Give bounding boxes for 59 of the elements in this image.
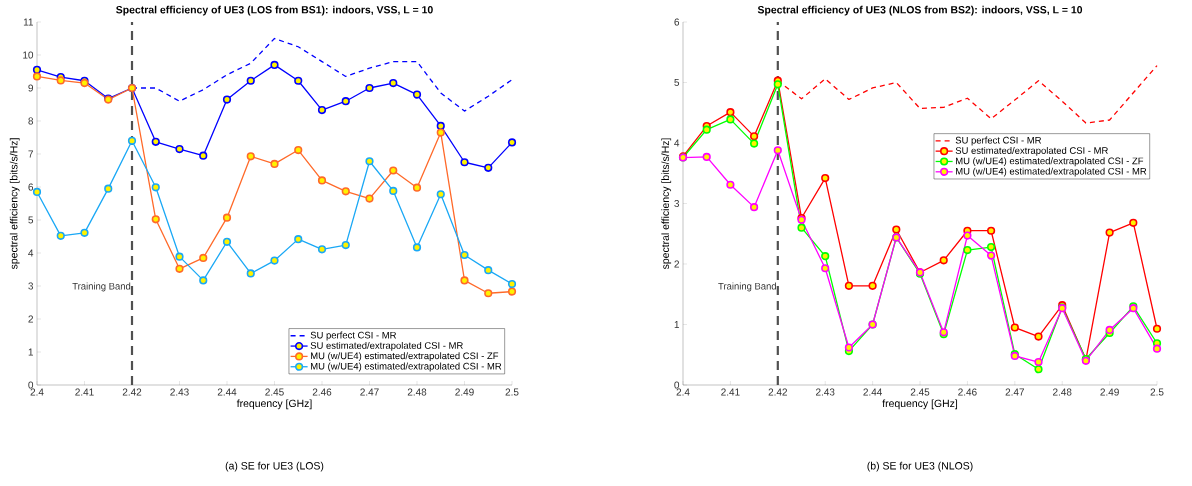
legend-label: SU estimated/extrapolated CSI - MR: [955, 146, 1108, 156]
y-tick-label: 6: [674, 18, 680, 26]
y-axis-title: spectral efficiency [bits/s/Hz]: [9, 138, 20, 270]
x-tick-label: 2.41: [721, 388, 740, 396]
x-tick-label: 2.5: [505, 388, 519, 396]
legend-label: MU (w/UE4) estimated/extrapolated CSI - ZF: [311, 352, 499, 362]
y-tick-label: 4: [28, 249, 34, 257]
y-tick-label: 2: [674, 260, 679, 268]
y-tick-label: 11: [23, 18, 33, 26]
x-tick-label: 2.45: [265, 388, 284, 396]
x-axis-title: frequency [GHz]: [882, 399, 958, 410]
y-tick-label: 3: [28, 282, 34, 290]
y-tick-label: 0: [28, 381, 34, 389]
y-tick-label: 6: [28, 183, 34, 191]
text: (b) SE for UE3 (NLOS): [867, 461, 973, 472]
y-tick-label: 7: [28, 150, 33, 158]
y-tick-label: 8: [28, 117, 34, 125]
y-tick-label: 0: [674, 381, 680, 389]
legend-label: MU (w/UE4) estimated/extrapolated CSI - MR: [311, 362, 502, 372]
y-tick-label: 5: [28, 216, 34, 224]
x-tick-label: 2.44: [217, 388, 237, 396]
chart-title: Spectral efficiency of UE3 (NLOS from BS2): indoors, VSS, L = 10: [757, 5, 1083, 16]
x-tick-label: 2.45: [910, 388, 930, 396]
legend-label: SU estimated/extrapolated CSI - MR: [310, 341, 463, 351]
x-tick-label: 2.43: [170, 388, 189, 396]
y-tick-label: 1: [28, 348, 33, 356]
x-axis-title: frequency [GHz]: [236, 399, 312, 410]
x-tick-label: 2.48: [407, 388, 427, 396]
x-tick-label: 2.4: [676, 388, 690, 396]
x-tick-label: 2.41: [75, 388, 94, 396]
chart-title: Spectral efficiency of UE3 (LOS from BS1): indoors, VSS, L = 10: [116, 5, 433, 16]
x-tick-label: 2.47: [1005, 388, 1025, 396]
legend-label: MU (w/UE4) estimated/extrapolated CSI - MR: [956, 167, 1147, 177]
y-tick-label: 10: [23, 51, 34, 59]
x-tick-label: 2.42: [122, 388, 142, 396]
ref-line-label: Training Band: [718, 282, 776, 292]
legend-label: SU perfect CSI - MR: [310, 331, 397, 341]
x-tick-label: 2.5: [1150, 388, 1164, 396]
x-tick-label: 2.47: [360, 388, 379, 396]
x-tick-label: 2.42: [768, 388, 788, 396]
x-tick-label: 2.44: [863, 388, 883, 396]
legend-label: MU (w/UE4) estimated/extrapolated CSI - ZF: [956, 157, 1144, 167]
x-tick-label: 2.46: [312, 388, 332, 396]
x-tick-label: 2.4: [30, 388, 44, 396]
y-tick-label: 5: [674, 79, 680, 86]
x-tick-label: 2.49: [455, 388, 474, 396]
text: (a) SE for UE3 (LOS): [225, 461, 324, 472]
y-tick-label: 1: [674, 321, 680, 328]
x-tick-label: 2.49: [1100, 388, 1119, 396]
y-axis-title: spectral efficiency [bits/s/Hz]: [661, 138, 672, 270]
x-tick-label: 2.46: [958, 388, 977, 396]
y-tick-label: 3: [674, 199, 680, 208]
x-tick-label: 2.48: [1053, 388, 1072, 396]
x-tick-label: 2.43: [816, 388, 835, 396]
y-tick-label: 9: [28, 84, 34, 92]
y-tick-label: 4: [674, 139, 680, 147]
y-tick-label: 2: [28, 315, 33, 323]
legend-label: SU perfect CSI - MR: [955, 136, 1042, 146]
ref-line-label: Training Band: [72, 282, 131, 292]
